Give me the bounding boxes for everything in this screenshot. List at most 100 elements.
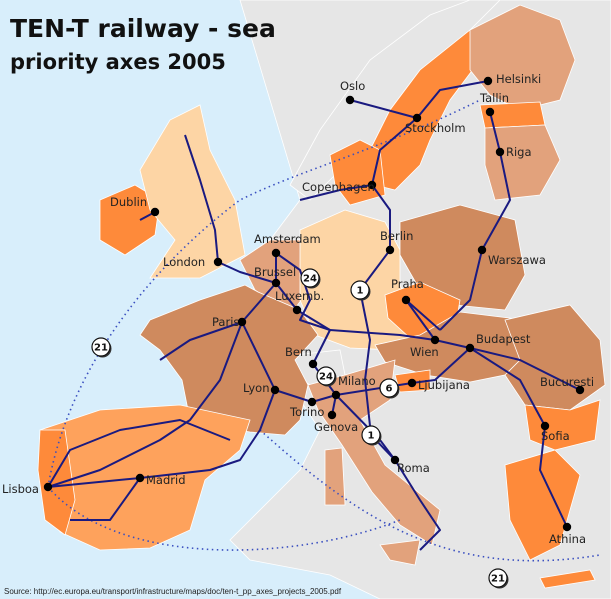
sea-routes [47,99,601,562]
city-marker [345,95,355,105]
rail-line [481,111,511,251]
axis-badge: 1 [350,280,371,301]
country-latvia-lithuania [484,124,561,201]
city-marker [135,473,145,483]
sea-route [47,486,401,551]
city-label: Luxemb. [275,289,324,303]
rail-line [47,419,231,488]
city-label: Riga [506,145,532,159]
rail-line [275,252,331,331]
city-marker [271,278,281,288]
city-label: Helsinki [496,72,541,86]
country-uk [139,104,246,279]
city-label: Milano [338,374,376,388]
city-marker [308,359,318,369]
country-sweden [369,29,481,191]
sea-route [259,429,601,562]
axis-badge: 24 [300,268,321,289]
city-marker [270,385,280,395]
rail-line [47,321,243,488]
axis-number: 24 [303,274,317,285]
city-marker [213,257,223,267]
city-label: Budapest [476,332,531,346]
city-label: Lisboa [2,482,39,496]
axis-badge: 6 [379,378,400,399]
city-label: Ljubijana [418,378,470,392]
country-crete [539,569,596,589]
country-finland [469,4,576,111]
axis-badge: 1 [361,425,382,446]
city-marker [43,482,53,492]
axis-number: 6 [386,384,393,395]
city-label: Stockholm [405,121,466,135]
axis-number: 21 [491,574,505,585]
city-label: Dublin [110,195,147,209]
sea-route [47,99,481,488]
city-marker [483,76,493,86]
city-marker [367,180,377,190]
city-label: Bern [285,345,312,359]
land-areas [37,0,611,599]
rail-line [349,80,489,119]
rail-line [439,249,483,331]
rail-line [371,184,391,250]
rail-line [405,299,441,331]
rail-line [274,347,471,403]
rail-line [299,184,373,201]
rail-line [371,117,418,186]
city-marker [485,107,495,117]
city-label: Amsterdam [254,232,321,246]
rail-line [312,329,331,365]
axis-badge: 21 [488,568,509,589]
city-marker [540,421,550,431]
axis-badge: 21 [91,337,112,358]
country-ireland [99,184,161,256]
city-marker [237,317,247,327]
city-label: Copenhagen [302,180,375,194]
axis-badge: 24 [316,366,337,387]
city-label: Madrid [146,473,186,487]
city-label: Paris [212,315,239,329]
city-label: Oslo [340,79,365,93]
rail-line [329,329,436,341]
city-marker [465,343,475,353]
city-marker [150,207,160,217]
city-marker [331,390,341,400]
country-italy [307,359,441,546]
city-marker [562,522,572,532]
city-label: Wien [410,345,439,359]
city-marker [292,305,302,315]
city-marker [385,245,395,255]
rail-line [217,261,277,284]
city-marker [271,248,281,258]
axis-number: 24 [319,372,333,383]
axis-badges: 1 1 24 24 6 21 21 [91,268,509,589]
rail-line [70,477,141,521]
city-label: Sofia [541,429,570,443]
city-label: Genova [314,420,358,434]
map-title: TEN-T railway - sea [10,14,276,43]
city-marker [307,397,317,407]
city-marker [327,410,337,420]
city-marker [407,378,417,388]
city-markers: Dublin London Amsterdam Brussel Luxemb. Paris… [2,72,594,546]
city-marker [477,245,487,255]
city-label: Berlin [380,229,413,243]
city-label: Tallin [479,91,509,105]
source-note: Source: http://ec.europa.eu/transport/in… [4,587,342,596]
city-label: Torino [289,405,324,419]
axis-number: 1 [368,431,375,442]
country-poland [399,204,526,311]
city-label: Lyon [243,381,269,395]
country-france [139,284,319,436]
axis-number: 21 [94,343,108,354]
city-label: Brussel [254,265,296,279]
city-label: Athina [549,532,586,546]
city-marker [401,295,411,305]
country-sicily [379,539,421,566]
city-marker [430,335,440,345]
city-label: Bucuresti [540,375,594,389]
city-marker [412,113,422,123]
city-label: Praha [391,277,424,291]
